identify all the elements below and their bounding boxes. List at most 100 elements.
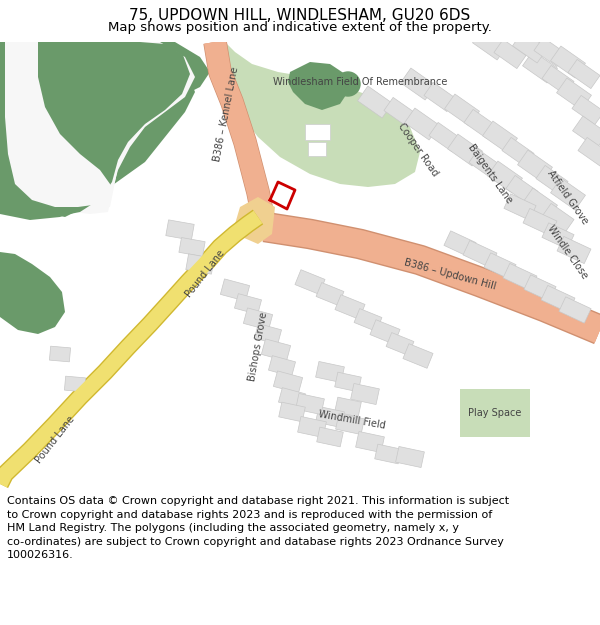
Bar xyxy=(244,308,272,330)
Bar xyxy=(395,446,424,468)
Bar xyxy=(404,108,439,140)
Bar xyxy=(463,241,497,268)
Bar xyxy=(473,28,508,60)
Polygon shape xyxy=(235,197,275,244)
Bar xyxy=(308,142,326,156)
Bar xyxy=(512,31,547,63)
Text: Pound Lane: Pound Lane xyxy=(184,249,226,299)
Bar xyxy=(268,356,296,376)
Bar xyxy=(316,282,344,306)
Text: Baigents Lane: Baigents Lane xyxy=(466,142,514,206)
Bar xyxy=(503,263,537,291)
Polygon shape xyxy=(5,42,112,207)
Bar xyxy=(542,203,574,232)
Bar xyxy=(523,208,557,236)
Bar xyxy=(358,86,392,118)
Polygon shape xyxy=(30,42,183,209)
Text: Map shows position and indicative extent of the property.: Map shows position and indicative extent… xyxy=(108,21,492,34)
Bar xyxy=(298,416,326,437)
Bar xyxy=(386,332,414,356)
Bar xyxy=(482,121,517,153)
Bar xyxy=(354,309,382,331)
Bar xyxy=(523,188,557,220)
Bar xyxy=(375,444,401,464)
Bar xyxy=(445,94,479,126)
Bar xyxy=(460,389,530,437)
Text: Play Space: Play Space xyxy=(469,408,521,418)
Text: Contains OS data © Crown copyright and database right 2021. This information is : Contains OS data © Crown copyright and d… xyxy=(7,496,509,561)
Bar xyxy=(179,238,205,256)
Bar xyxy=(469,149,501,179)
Text: B386 – Updown Hill: B386 – Updown Hill xyxy=(403,257,497,291)
Bar xyxy=(429,122,461,152)
Bar xyxy=(568,59,600,89)
Bar xyxy=(542,66,574,94)
Bar xyxy=(316,361,344,382)
Bar xyxy=(295,270,325,294)
Bar xyxy=(572,116,600,148)
Bar xyxy=(254,324,281,344)
Bar xyxy=(524,275,556,301)
Bar xyxy=(484,253,516,279)
Bar xyxy=(384,98,416,127)
Bar xyxy=(235,294,262,314)
Polygon shape xyxy=(288,62,348,110)
Bar xyxy=(335,372,361,392)
Polygon shape xyxy=(0,252,65,334)
Bar xyxy=(296,394,325,414)
Bar xyxy=(464,109,496,139)
Bar xyxy=(494,39,526,69)
Bar xyxy=(220,279,250,301)
Bar xyxy=(488,161,523,193)
Bar xyxy=(64,376,86,392)
Bar xyxy=(559,297,591,323)
Bar xyxy=(370,320,400,344)
Polygon shape xyxy=(20,42,195,214)
Bar xyxy=(542,223,574,249)
Text: Windle Close: Windle Close xyxy=(545,223,589,281)
Bar xyxy=(279,402,305,422)
Bar xyxy=(350,384,379,404)
Text: Windlesham Field Of Remembrance: Windlesham Field Of Remembrance xyxy=(273,77,447,87)
Bar xyxy=(523,51,557,83)
Circle shape xyxy=(336,72,360,96)
Bar xyxy=(49,346,71,362)
Bar xyxy=(518,150,553,182)
Text: Bishops Grove: Bishops Grove xyxy=(247,312,269,382)
Bar xyxy=(166,220,194,240)
Bar xyxy=(186,254,214,274)
Bar xyxy=(403,344,433,368)
Bar xyxy=(557,236,591,264)
Bar xyxy=(335,397,361,417)
Bar xyxy=(551,178,586,210)
Text: 75, UPDOWN HILL, WINDLESHAM, GU20 6DS: 75, UPDOWN HILL, WINDLESHAM, GU20 6DS xyxy=(130,8,470,22)
Bar xyxy=(534,38,566,67)
Bar xyxy=(316,406,344,428)
Bar xyxy=(274,371,302,393)
Text: Cooper Road: Cooper Road xyxy=(396,122,440,178)
Text: Pound Lane: Pound Lane xyxy=(34,414,76,466)
Polygon shape xyxy=(215,42,420,187)
Bar xyxy=(536,166,568,194)
Text: Windmill Field: Windmill Field xyxy=(318,409,386,431)
Bar xyxy=(506,176,538,204)
Bar xyxy=(504,194,536,220)
Bar xyxy=(356,431,385,452)
Polygon shape xyxy=(0,42,190,217)
Bar xyxy=(317,427,343,447)
Bar xyxy=(551,46,586,78)
Bar xyxy=(444,231,476,257)
Bar xyxy=(424,82,456,112)
Bar xyxy=(578,138,600,167)
Polygon shape xyxy=(0,42,210,217)
Text: Atfield Grove: Atfield Grove xyxy=(546,168,590,226)
Bar xyxy=(262,339,290,361)
Bar xyxy=(401,68,436,100)
Bar xyxy=(278,388,305,408)
Text: B386 – Kennel Lane: B386 – Kennel Lane xyxy=(212,66,240,162)
Bar xyxy=(448,134,482,166)
Bar xyxy=(335,295,365,319)
Bar xyxy=(305,124,330,140)
Bar xyxy=(557,78,592,110)
Bar xyxy=(541,286,575,312)
